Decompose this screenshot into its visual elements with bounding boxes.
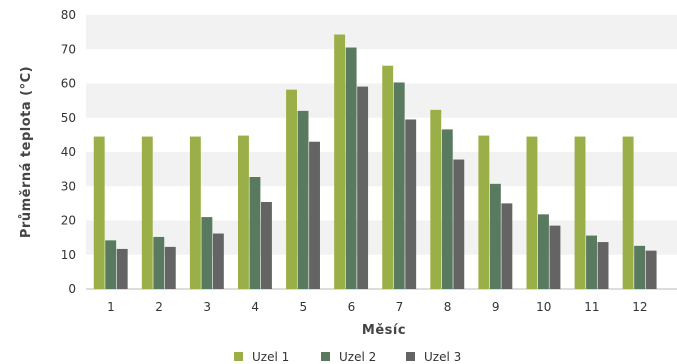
bar [453, 159, 465, 289]
x-tick-label: 11 [584, 300, 599, 314]
bar [489, 183, 501, 289]
y-tick-label: 30 [61, 179, 76, 193]
legend-label: Uzel 3 [424, 350, 461, 364]
y-tick-label: 40 [61, 145, 76, 159]
x-axis-title: Měsíc [362, 323, 406, 338]
y-tick-label: 0 [68, 282, 76, 296]
bar [597, 242, 609, 289]
bar [538, 214, 549, 289]
bar [430, 109, 442, 289]
y-axis-ticks: 0 10 20 30 40 50 60 70 80 [61, 8, 76, 296]
x-tick-label: 9 [492, 300, 500, 314]
bar [189, 136, 201, 289]
bar [261, 202, 272, 289]
legend-swatch [406, 352, 415, 361]
bar [441, 129, 453, 289]
x-tick-label: 2 [155, 300, 163, 314]
bar [141, 136, 153, 289]
bar [345, 47, 357, 289]
grid-band [86, 15, 677, 50]
x-axis-ticks: 1 2 3 4 5 6 7 8 9 10 11 12 [107, 300, 647, 314]
bar [622, 136, 634, 289]
bar [238, 135, 249, 289]
y-axis-title: Průměrná teplota (°C) [19, 66, 34, 238]
y-tick-label: 20 [61, 214, 76, 228]
y-tick-label: 70 [61, 42, 76, 56]
x-tick-label: 3 [203, 300, 211, 314]
bar [201, 217, 213, 289]
x-tick-label: 12 [632, 300, 647, 314]
bar [334, 34, 346, 290]
bar [286, 89, 297, 289]
bar [153, 236, 165, 289]
bar [212, 233, 224, 289]
x-tick-label: 6 [348, 300, 356, 314]
bar [393, 82, 405, 289]
legend-label: Uzel 2 [339, 350, 376, 364]
bar [634, 245, 646, 289]
bar [574, 136, 586, 289]
x-tick-label: 8 [444, 300, 452, 314]
x-tick-label: 1 [107, 300, 115, 314]
bar [405, 119, 417, 290]
bar [116, 248, 128, 289]
legend: Uzel 1 Uzel 2 Uzel 3 [234, 350, 461, 364]
x-tick-label: 4 [251, 300, 259, 314]
bar [645, 250, 657, 289]
bar [93, 136, 105, 289]
bar [586, 235, 597, 289]
bar [297, 110, 309, 290]
bar [478, 135, 490, 289]
grid-bands [86, 15, 677, 255]
y-tick-label: 80 [61, 8, 76, 22]
x-tick-label: 10 [536, 300, 551, 314]
bar [249, 177, 261, 289]
bar [501, 203, 513, 289]
bar [549, 225, 561, 289]
x-tick-label: 5 [300, 300, 308, 314]
legend-swatch [234, 352, 243, 361]
bar [526, 136, 538, 289]
bar [164, 246, 176, 289]
y-tick-label: 50 [61, 111, 76, 125]
legend-label: Uzel 1 [252, 350, 289, 364]
bar [309, 141, 320, 289]
y-tick-label: 60 [61, 77, 76, 91]
grid-band [86, 152, 677, 187]
legend-swatch [321, 352, 330, 361]
y-tick-label: 10 [61, 248, 76, 262]
grid-band [86, 83, 677, 118]
bars [93, 34, 657, 290]
bar [105, 240, 117, 289]
bar [357, 86, 369, 290]
bar [382, 65, 394, 289]
x-tick-label: 7 [396, 300, 404, 314]
